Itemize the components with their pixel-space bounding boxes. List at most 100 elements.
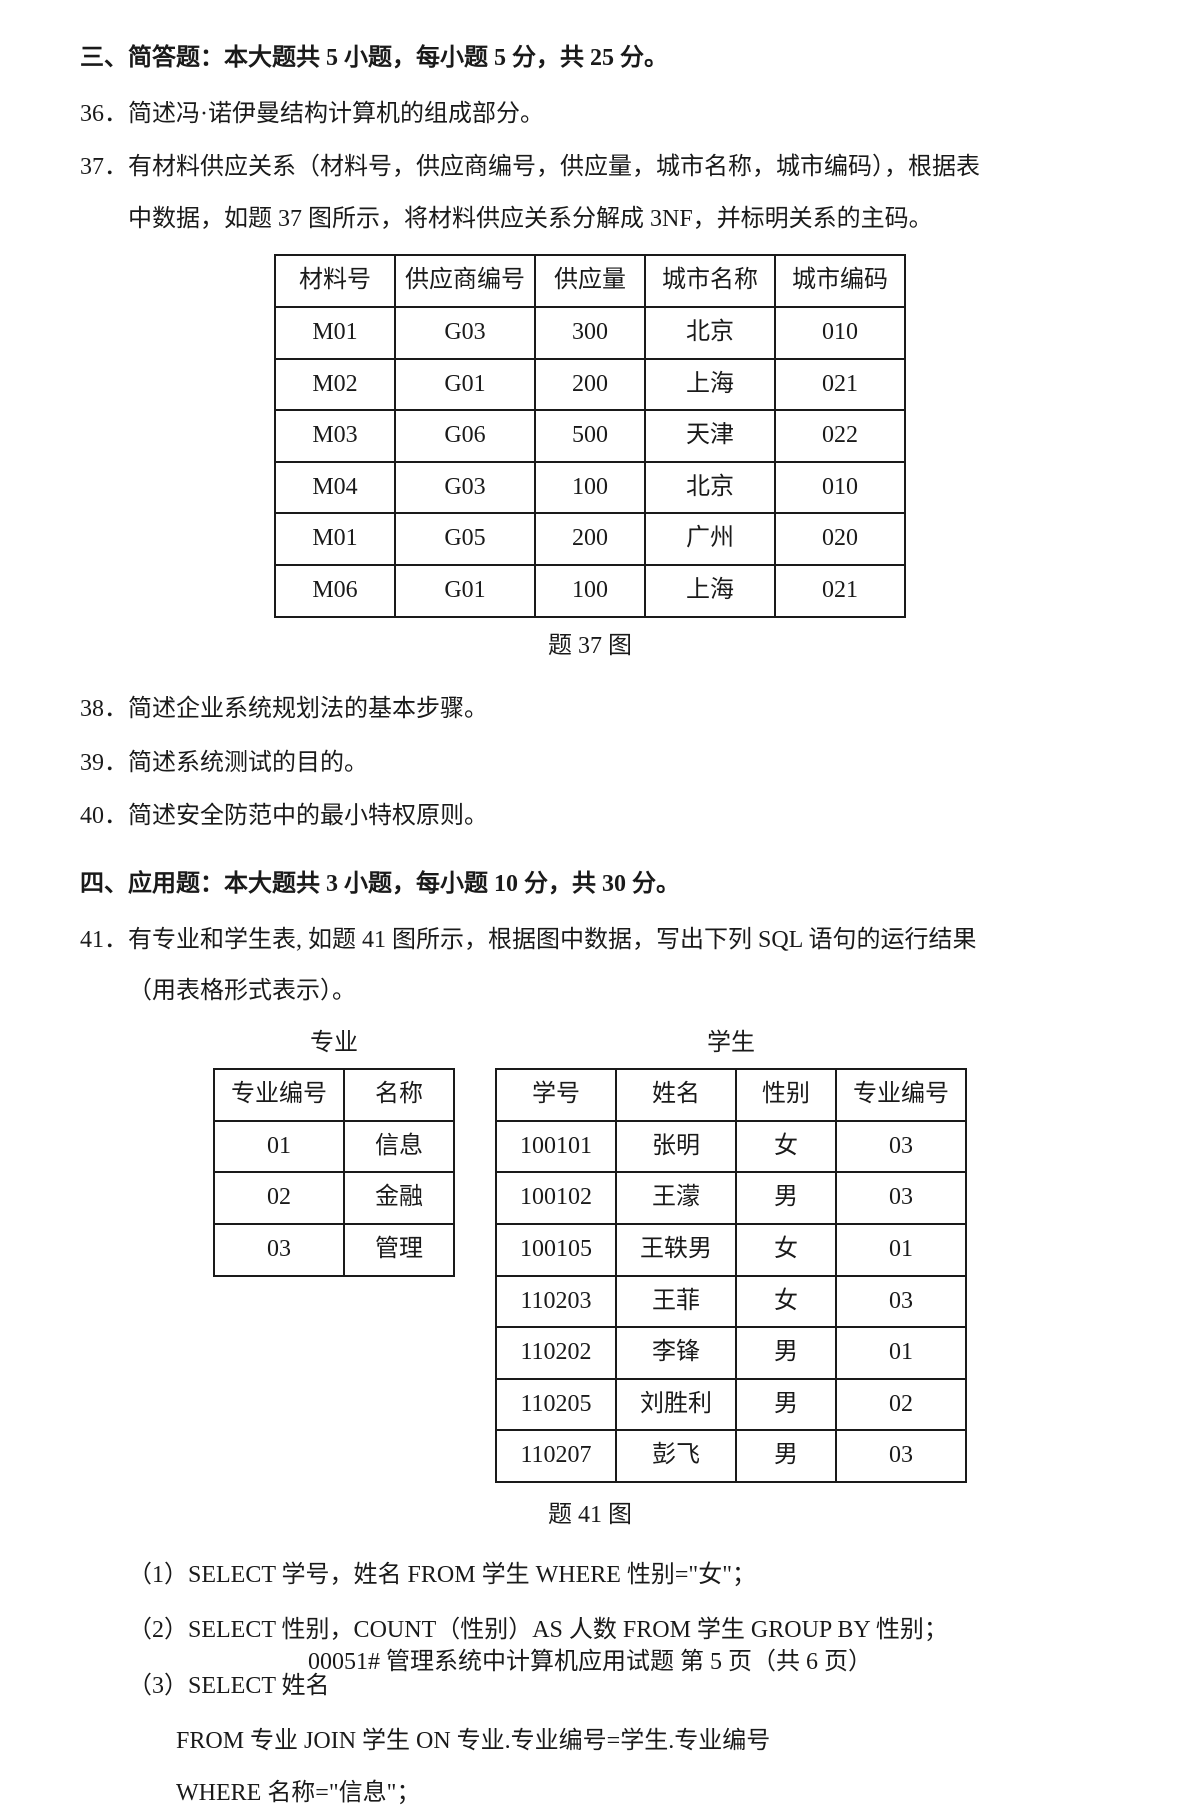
table-cell: 男 <box>736 1327 836 1379</box>
table-cell: 100105 <box>496 1224 616 1276</box>
table-header-cell: 材料号 <box>275 255 395 307</box>
table-cell: 上海 <box>645 565 775 617</box>
table-header-cell: 学号 <box>496 1069 616 1121</box>
table-header-cell: 供应量 <box>535 255 645 307</box>
table-header-cell: 专业编号 <box>836 1069 966 1121</box>
table-header-cell: 姓名 <box>616 1069 736 1121</box>
table-cell: M02 <box>275 359 395 411</box>
table-row: 03管理 <box>214 1224 454 1276</box>
table-cell: G05 <box>395 513 535 565</box>
table-41a-col: 专业 专业编号名称01信息02金融03管理 <box>213 1021 455 1277</box>
table-cell: 100 <box>535 462 645 514</box>
table-row: 110207彭飞男03 <box>496 1430 966 1482</box>
table-cell: 022 <box>775 410 905 462</box>
table-cell: 020 <box>775 513 905 565</box>
table-cell: 300 <box>535 307 645 359</box>
table-cell: 金融 <box>344 1172 454 1224</box>
table-cell: 02 <box>214 1172 344 1224</box>
table-header-cell: 供应商编号 <box>395 255 535 307</box>
table-cell: 刘胜利 <box>616 1379 736 1431</box>
table-cell: 010 <box>775 307 905 359</box>
table-cell: G01 <box>395 359 535 411</box>
table-cell: 100 <box>535 565 645 617</box>
table-cell: 100102 <box>496 1172 616 1224</box>
fig-41-tables: 专业 专业编号名称01信息02金融03管理 学生 学号姓名性别专业编号10010… <box>80 1021 1100 1483</box>
table-row: 02金融 <box>214 1172 454 1224</box>
section3-header: 三、简答题：本大题共 5 小题，每小题 5 分，共 25 分。 <box>80 36 1100 82</box>
table-cell: 女 <box>736 1224 836 1276</box>
table-row: 110205刘胜利男02 <box>496 1379 966 1431</box>
table-cell: 01 <box>836 1327 966 1379</box>
page-body: 三、简答题：本大题共 5 小题，每小题 5 分，共 25 分。 36．简述冯·诺… <box>0 0 1180 1817</box>
table-cell: 110202 <box>496 1327 616 1379</box>
table-cell: G06 <box>395 410 535 462</box>
section4-header: 四、应用题：本大题共 3 小题，每小题 10 分，共 30 分。 <box>80 862 1100 908</box>
table-cell: 03 <box>836 1121 966 1173</box>
question-39: 39．简述系统测试的目的。 <box>80 741 1100 787</box>
table-cell: M01 <box>275 307 395 359</box>
table-cell: 200 <box>535 513 645 565</box>
table-cell: 王菲 <box>616 1276 736 1328</box>
table-41a: 专业编号名称01信息02金融03管理 <box>213 1068 455 1276</box>
table-cell: 03 <box>836 1430 966 1482</box>
table-cell: M01 <box>275 513 395 565</box>
table-cell: 北京 <box>645 462 775 514</box>
table-cell: 100101 <box>496 1121 616 1173</box>
table-row: M03G06500天津022 <box>275 410 905 462</box>
table-41a-title: 专业 <box>310 1021 358 1067</box>
fig-37-caption: 题 37 图 <box>80 624 1100 670</box>
table-cell: 彭飞 <box>616 1430 736 1482</box>
page-footer: 00051# 管理系统中计算机应用试题 第 5 页（共 6 页） <box>0 1641 1180 1676</box>
table-header-cell: 专业编号 <box>214 1069 344 1121</box>
table-37-wrap: 材料号供应商编号供应量城市名称城市编码M01G03300北京010M02G012… <box>80 254 1100 617</box>
table-cell: 01 <box>214 1121 344 1173</box>
table-cell: 男 <box>736 1379 836 1431</box>
table-row: 100102王濛男03 <box>496 1172 966 1224</box>
table-cell: 110205 <box>496 1379 616 1431</box>
table-cell: 张明 <box>616 1121 736 1173</box>
table-cell: G03 <box>395 307 535 359</box>
table-37: 材料号供应商编号供应量城市名称城市编码M01G03300北京010M02G012… <box>274 254 906 617</box>
table-row: M02G01200上海021 <box>275 359 905 411</box>
table-row: 110203王菲女03 <box>496 1276 966 1328</box>
table-header-cell: 性别 <box>736 1069 836 1121</box>
table-row: M04G03100北京010 <box>275 462 905 514</box>
table-cell: 王濛 <box>616 1172 736 1224</box>
table-header-cell: 城市名称 <box>645 255 775 307</box>
table-cell: 上海 <box>645 359 775 411</box>
table-cell: 03 <box>836 1276 966 1328</box>
table-row: M06G01100上海021 <box>275 565 905 617</box>
table-header-cell: 名称 <box>344 1069 454 1121</box>
table-cell: 管理 <box>344 1224 454 1276</box>
table-cell: M06 <box>275 565 395 617</box>
table-header-cell: 城市编码 <box>775 255 905 307</box>
table-row: 100101张明女03 <box>496 1121 966 1173</box>
table-cell: 广州 <box>645 513 775 565</box>
question-37-line1: 37．有材料供应关系（材料号，供应商编号，供应量，城市名称，城市编码），根据表 <box>80 145 1100 191</box>
question-40: 40．简述安全防范中的最小特权原则。 <box>80 794 1100 840</box>
table-cell: 女 <box>736 1276 836 1328</box>
question-36: 36．简述冯·诺伊曼结构计算机的组成部分。 <box>80 92 1100 138</box>
table-cell: 500 <box>535 410 645 462</box>
question-41-line2: （用表格形式表示）。 <box>80 969 1100 1015</box>
question-38: 38．简述企业系统规划法的基本步骤。 <box>80 687 1100 733</box>
table-row: M01G03300北京010 <box>275 307 905 359</box>
table-cell: 北京 <box>645 307 775 359</box>
table-cell: M03 <box>275 410 395 462</box>
table-41b: 学号姓名性别专业编号100101张明女03100102王濛男03100105王轶… <box>495 1068 967 1483</box>
question-41-line1: 41．有专业和学生表, 如题 41 图所示，根据图中数据，写出下列 SQL 语句… <box>80 918 1100 964</box>
table-cell: 王轶男 <box>616 1224 736 1276</box>
table-cell: 021 <box>775 565 905 617</box>
table-cell: 110207 <box>496 1430 616 1482</box>
table-cell: 02 <box>836 1379 966 1431</box>
sql-3c: WHERE 名称="信息"； <box>80 1771 1100 1817</box>
table-cell: 03 <box>214 1224 344 1276</box>
sql-1: （1）SELECT 学号，姓名 FROM 学生 WHERE 性别="女"； <box>80 1553 1100 1599</box>
table-row: 110202李锋男01 <box>496 1327 966 1379</box>
table-cell: 200 <box>535 359 645 411</box>
table-cell: 男 <box>736 1430 836 1482</box>
table-cell: 天津 <box>645 410 775 462</box>
table-cell: 女 <box>736 1121 836 1173</box>
table-cell: 021 <box>775 359 905 411</box>
table-row: 100105王轶男女01 <box>496 1224 966 1276</box>
